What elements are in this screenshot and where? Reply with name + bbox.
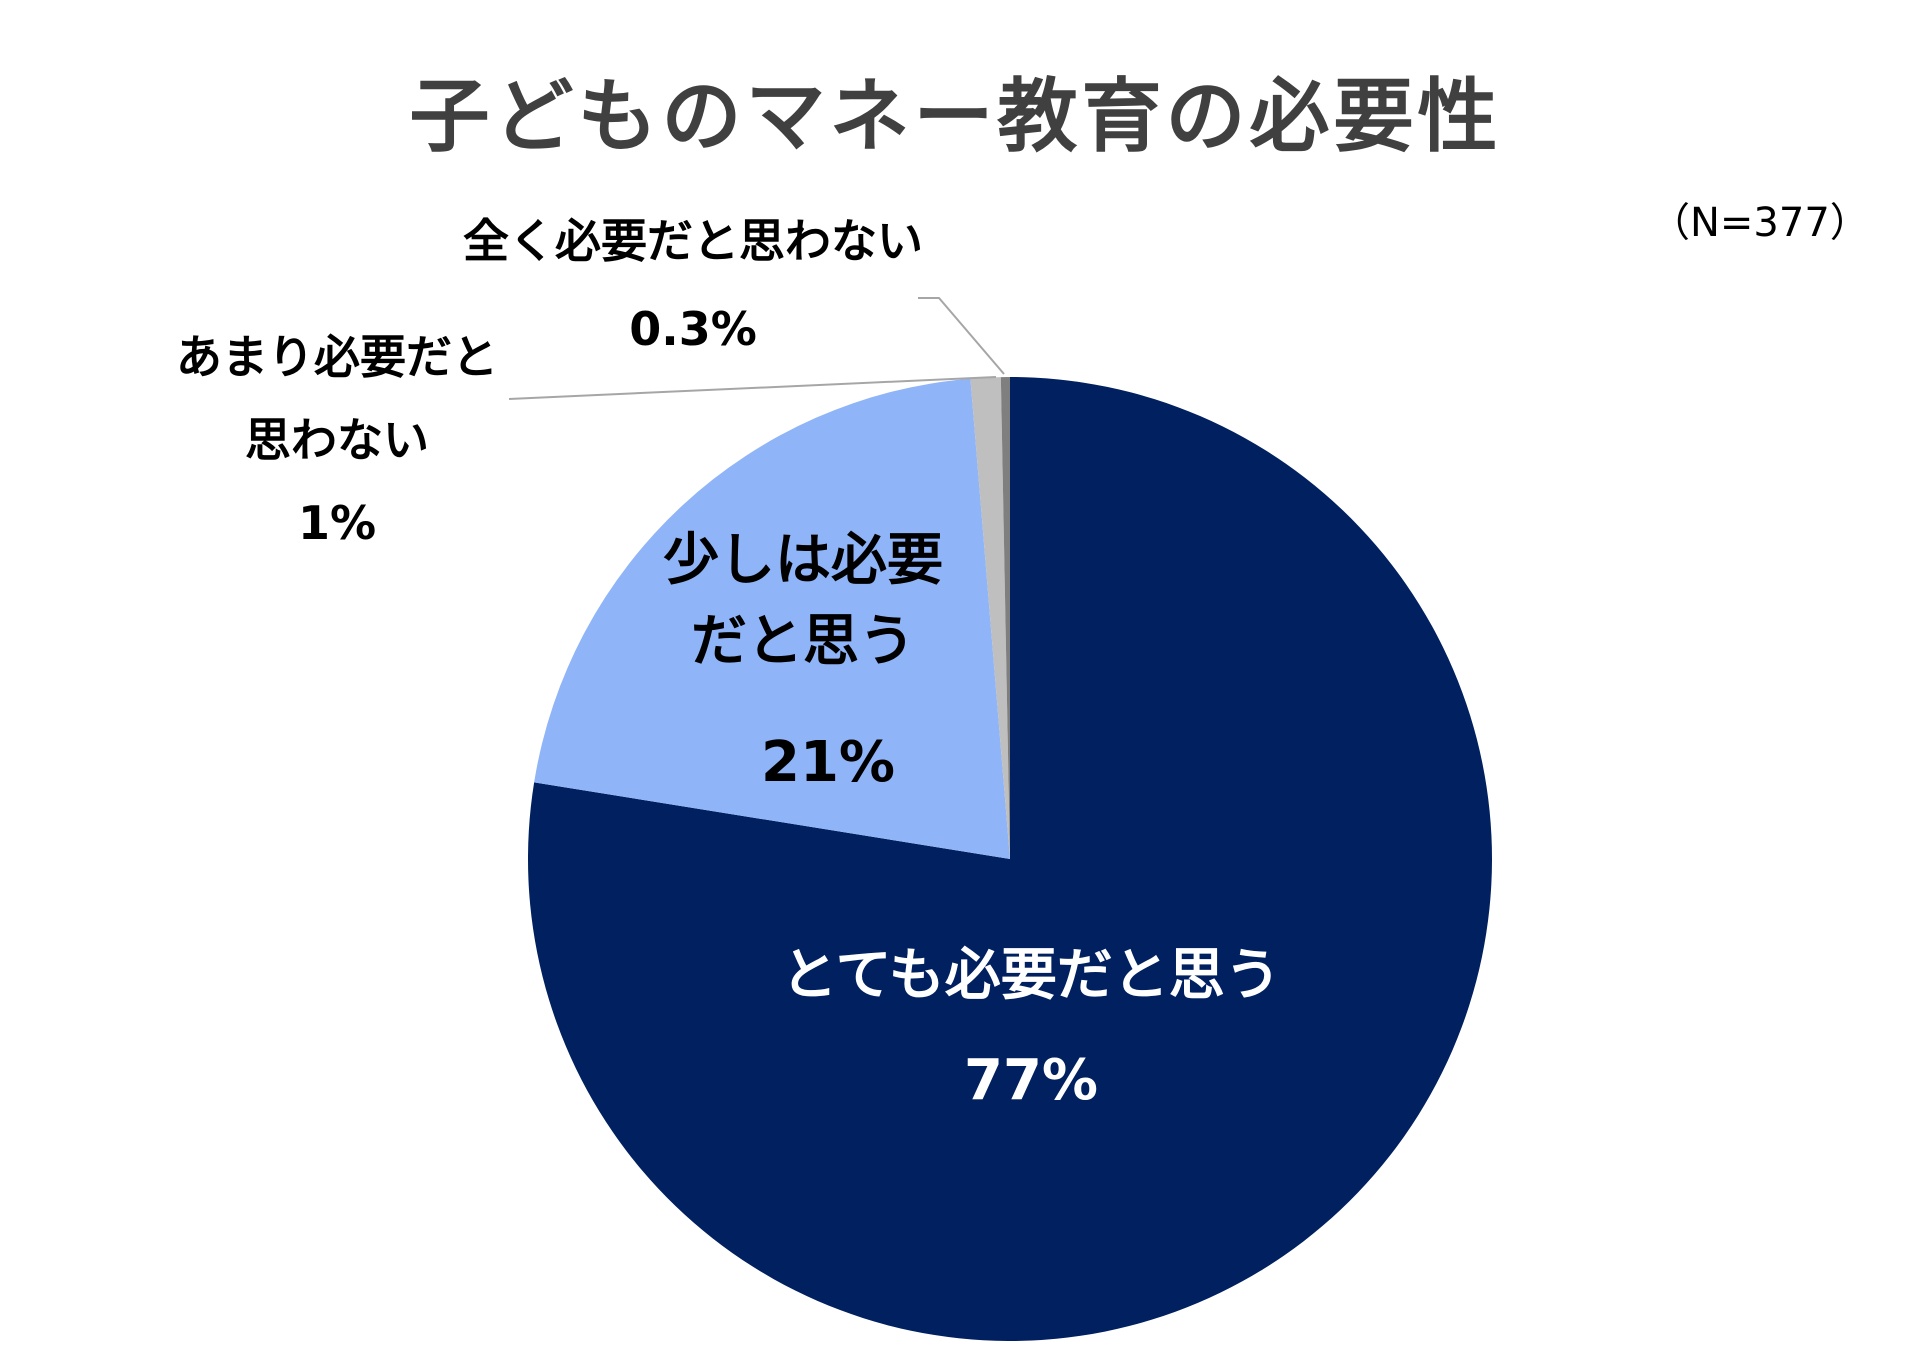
pie-slice [534, 378, 1010, 859]
slice-label: あまり必要だと思わない [175, 330, 498, 467]
slice-label: 全く必要だと思わない [463, 214, 923, 268]
slice-label: 少しは必要だと思う [662, 528, 943, 675]
value-label: 77% [963, 1048, 1099, 1113]
value-label: 0.3% [629, 302, 757, 356]
chart-subtitle: （N=377） [1650, 200, 1870, 246]
leader-line [918, 297, 1005, 375]
value-label: 1% [297, 496, 377, 550]
pie-slice [1000, 377, 1010, 859]
value-label: 21% [760, 730, 896, 795]
pie [528, 377, 1492, 1341]
leader-line [508, 376, 997, 400]
pie-slice [970, 377, 1010, 859]
chart-title: 子どものマネー教育の必要性 [409, 70, 1502, 163]
slice-label: とても必要だと思う [781, 943, 1281, 1008]
